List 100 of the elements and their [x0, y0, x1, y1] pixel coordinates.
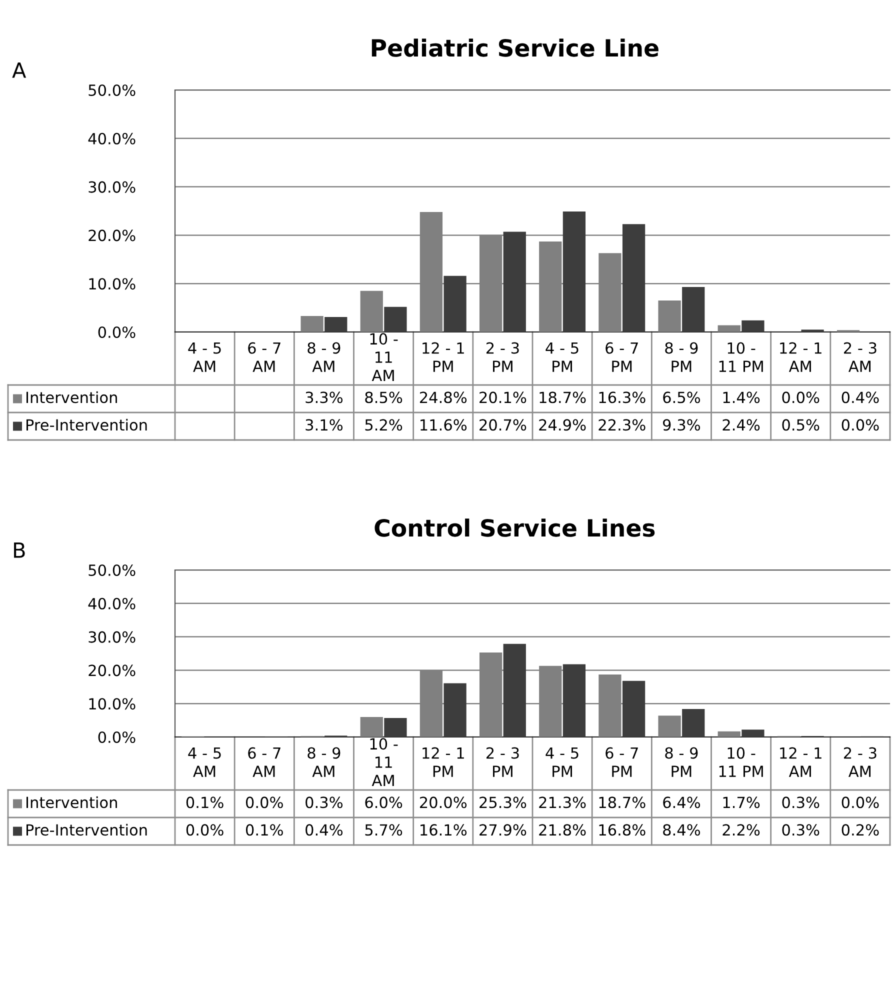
bar	[622, 224, 646, 332]
data-label: 0.3%	[306, 796, 343, 808]
data-label: 20.7%	[480, 419, 526, 431]
data-label: 25.3%	[480, 796, 526, 808]
data-label: 21.3%	[539, 796, 586, 808]
y-tick-label: 40.0%	[88, 598, 136, 610]
bar	[718, 325, 740, 332]
bar	[444, 276, 466, 332]
x-tick-label: 8 - 9 AM	[308, 342, 340, 372]
x-tick-label: 6 - 7 AM	[248, 342, 280, 372]
x-tick-label: 8 - 9 AM	[308, 747, 340, 777]
data-label: 18.7%	[599, 796, 646, 808]
x-tick-label: 4 - 5 AM	[188, 747, 221, 777]
x-tick-label: 4 - 5 AM	[188, 342, 221, 372]
bar	[658, 716, 681, 737]
data-label: 5.7%	[365, 824, 402, 836]
data-label: 24.8%	[420, 392, 467, 404]
data-label: 16.1%	[420, 824, 467, 836]
data-label: 11.6%	[420, 419, 467, 431]
data-label: 6.0%	[365, 796, 402, 808]
data-label: 0.0%	[246, 796, 283, 808]
y-tick-label: 0.0%	[98, 326, 136, 338]
x-tick-label: 12 - 1 PM	[422, 747, 464, 777]
x-tick-label: 12 - 1 AM	[780, 342, 822, 372]
x-tick-label: 2 - 3 PM	[486, 342, 519, 372]
legend-label: Intervention	[26, 796, 117, 808]
bar	[360, 716, 383, 737]
bar	[622, 680, 646, 737]
chart-title: Control Service Lines	[374, 518, 655, 537]
y-tick-label: 40.0%	[88, 132, 136, 144]
data-label: 16.8%	[599, 824, 646, 836]
legend-label: Pre-Intervention	[26, 824, 147, 836]
data-label: 6.4%	[663, 796, 700, 808]
x-tick-label: 8 - 9 PM	[665, 747, 698, 777]
x-tick-label: 4 - 5 PM	[546, 747, 578, 777]
x-tick-label: 2 - 3 AM	[844, 747, 876, 777]
data-label: 1.4%	[723, 392, 760, 404]
data-label: 0.2%	[842, 824, 879, 836]
data-label: 0.4%	[306, 824, 343, 836]
x-tick-label: 10 - 11 PM	[719, 747, 763, 777]
data-label: 0.1%	[186, 796, 224, 808]
data-label: 8.5%	[365, 392, 402, 404]
y-tick-label: 20.0%	[88, 664, 136, 676]
y-tick-label: 10.0%	[89, 698, 136, 710]
data-label: 0.5%	[782, 419, 820, 431]
data-label: 20.0%	[420, 796, 467, 808]
bar	[718, 731, 740, 737]
data-label: 18.7%	[540, 392, 586, 404]
bar	[360, 290, 383, 332]
x-tick-label: 8 - 9 PM	[665, 342, 698, 372]
bar	[503, 644, 526, 737]
bar	[444, 683, 466, 737]
x-tick-label: 12 - 1 AM	[780, 747, 822, 777]
data-label: 0.0%	[186, 824, 224, 836]
data-label: 6.5%	[663, 392, 700, 404]
data-label: 0.0%	[782, 392, 820, 404]
bar	[384, 718, 407, 737]
data-label: 2.2%	[722, 824, 760, 836]
y-tick-label: 10.0%	[89, 278, 136, 290]
data-label: 1.7%	[723, 796, 760, 808]
bar	[324, 316, 348, 332]
bar	[300, 316, 324, 332]
data-label: 0.1%	[246, 824, 283, 836]
bar	[658, 300, 681, 332]
x-tick-label: 6 - 7 PM	[606, 747, 638, 777]
chart-title: Pediatric Service Line	[372, 38, 658, 57]
y-tick-label: 30.0%	[88, 631, 136, 643]
bar	[742, 320, 764, 332]
data-label: 9.3%	[663, 419, 700, 431]
data-label: 0.3%	[782, 796, 820, 808]
data-label: 27.9%	[480, 824, 526, 836]
data-label: 3.3%	[306, 392, 343, 404]
data-label: 22.3%	[598, 419, 646, 431]
data-label: 5.2%	[365, 419, 402, 431]
x-tick-label: 2 - 3 PM	[486, 747, 519, 777]
bar	[503, 232, 526, 332]
text: B	[14, 542, 25, 558]
data-label: 0.0%	[842, 419, 879, 431]
x-tick-label: 6 - 7 AM	[248, 747, 280, 777]
bar	[562, 664, 586, 737]
legend-label: Pre-Intervention	[26, 418, 147, 431]
y-tick-label: 0.0%	[98, 731, 136, 744]
y-tick-label: 50.0%	[88, 564, 136, 576]
y-tick-label: 20.0%	[88, 230, 136, 242]
bar	[742, 730, 764, 737]
y-tick-label: 50.0%	[88, 84, 136, 96]
data-label: 21.8%	[539, 824, 586, 836]
bar	[562, 211, 586, 332]
data-label: 20.1%	[480, 392, 526, 404]
data-label: 2.4%	[722, 419, 760, 431]
data-label: 3.1%	[306, 419, 343, 431]
y-tick-label: 30.0%	[88, 181, 136, 193]
bar	[682, 286, 705, 332]
data-label: 0.0%	[842, 796, 879, 808]
x-tick-label: 10 - 11 AM	[370, 738, 398, 786]
x-tick-label: 10 - 11 AM	[370, 333, 398, 381]
data-label: 8.4%	[663, 824, 700, 836]
legend-label: Intervention	[26, 391, 117, 404]
bar	[384, 306, 407, 332]
data-label: 0.4%	[842, 392, 879, 404]
